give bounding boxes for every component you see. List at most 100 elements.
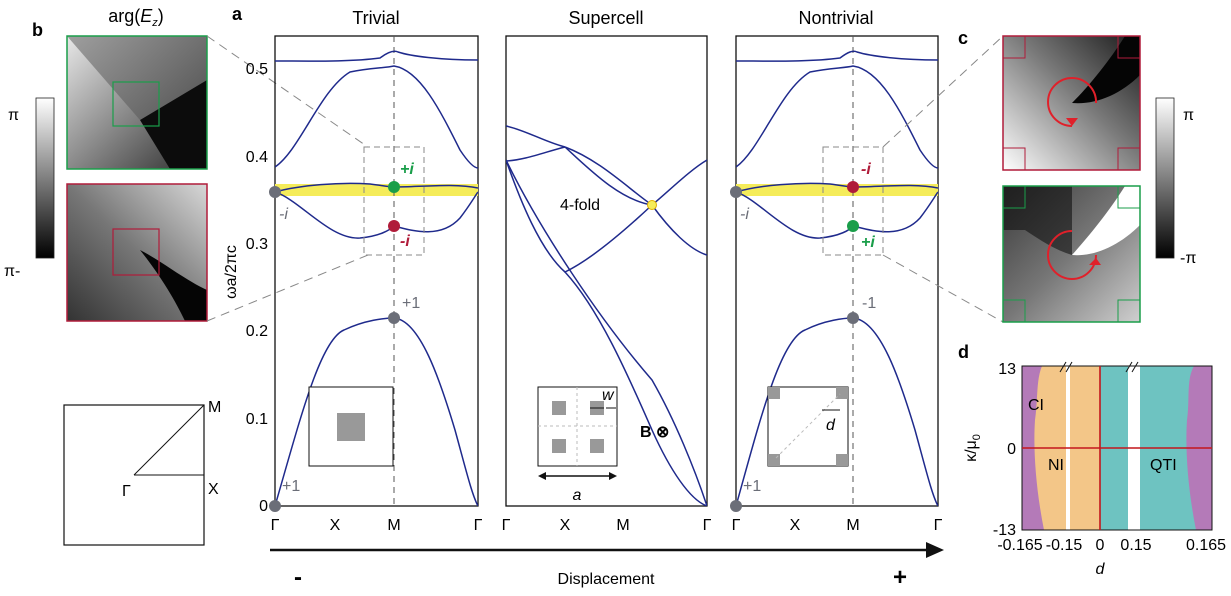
- rod-3: [552, 439, 566, 453]
- panel-d: d CI NI QTI 13 0 -13 κ/μ0 -0.165 -0.15: [958, 342, 1226, 578]
- d-y-tick-0: 0: [1007, 441, 1016, 458]
- red-inner-box: [112, 228, 160, 276]
- green-frame: [1002, 185, 1141, 323]
- y-tick-labels: 0 0.1 0.2 0.3 0.4 0.5: [246, 61, 268, 515]
- bz-x-label: X: [208, 481, 219, 498]
- subplot-nontrivial: -i +i -i -1 +1 d Γ X M Γ: [730, 35, 943, 534]
- x-tick-gamma-s1: Γ: [502, 517, 511, 534]
- displacement-label: Displacement: [558, 571, 655, 588]
- zoom-box-trivial: [363, 146, 425, 256]
- displacement-minus: -: [294, 564, 302, 591]
- mode-dot-red-nontrivial: [847, 181, 859, 193]
- x-tick-m-t: M: [387, 517, 400, 534]
- colorbar-c-top-label: π: [1183, 107, 1194, 124]
- colorbar-b: π π-: [4, 97, 55, 280]
- bz-gamma-label: Γ: [122, 483, 131, 500]
- mode-dot-red-trivial: [388, 220, 400, 232]
- mode-dot-gray-gamma-trivial: [269, 186, 281, 198]
- x-tick-gamma-n1: Γ: [732, 517, 741, 534]
- label-gamma-minus-i-nontrivial: -i: [740, 206, 749, 223]
- displacement-plus: +: [893, 564, 907, 591]
- bandgap-highlight: [275, 184, 478, 196]
- y-tick-0.1: 0.1: [246, 411, 268, 428]
- label-4-fold: 4-fold: [560, 197, 600, 214]
- circulation-arrow: [1047, 230, 1097, 280]
- panel-c: c π -π: [882, 28, 1196, 323]
- mode-dot-gray-origin-nontrivial: [730, 500, 742, 512]
- y-tick-0.3: 0.3: [246, 236, 268, 253]
- panel-b: b arg(Ez) π π- M X: [4, 6, 369, 546]
- region-qti-label: QTI: [1150, 457, 1177, 474]
- mode-dot-gray-gamma-nontrivial: [730, 186, 742, 198]
- rod-1: [552, 401, 566, 415]
- zoom-line-c-lower: [882, 254, 1004, 323]
- d-y-tick-neg13: -13: [993, 522, 1016, 539]
- region-ni-label: NI: [1048, 457, 1064, 474]
- d-y-axis-label: κ/μ0: [963, 434, 983, 462]
- label-plus-i-nontrivial: +i: [861, 234, 875, 251]
- title-supercell: Supercell: [568, 8, 643, 28]
- label-m-minus1-nontrivial: -1: [862, 295, 876, 312]
- fourfold-degeneracy-dot: [647, 200, 657, 210]
- y-tick-0.4: 0.4: [246, 149, 268, 166]
- label-gamma-plus1-trivial: +1: [282, 478, 300, 495]
- x-tick-gamma-n2: Γ: [934, 517, 943, 534]
- d-y-tick-13: 13: [998, 361, 1016, 378]
- x-tick-gamma-t2: Γ: [474, 517, 483, 534]
- panel-letter-d: d: [958, 342, 969, 362]
- label-gamma-minus-i-trivial: -i: [279, 206, 288, 223]
- field-map-trivial-lower: [66, 183, 208, 322]
- mode-dot-green-nontrivial: [847, 220, 859, 232]
- panel-letter-b: b: [32, 20, 43, 40]
- colorbar-c-bottom-label: -π: [1180, 250, 1196, 267]
- green-frame: [66, 35, 208, 170]
- red-frame: [1002, 35, 1141, 171]
- circulation-arrow: [1047, 77, 1098, 127]
- zoom-line-c-upper: [882, 35, 1004, 148]
- panel-letter-c: c: [958, 28, 968, 48]
- x-tick-m-s: M: [616, 517, 629, 534]
- rod-trivial: [337, 413, 365, 441]
- panel-letter-a: a: [232, 4, 243, 24]
- label-a: a: [573, 487, 582, 504]
- green-inner-box: [112, 81, 160, 127]
- displacement-arrow: - Displacement +: [270, 542, 944, 591]
- d-x-tick-2: 0: [1096, 537, 1105, 554]
- colorbar-c: π -π: [1155, 97, 1196, 267]
- label-gamma-plus1-nontrivial: +1: [743, 478, 761, 495]
- label-d: d: [826, 417, 836, 434]
- label-m-plus1-trivial: +1: [402, 295, 420, 312]
- label-w: w: [602, 387, 615, 404]
- title-nontrivial: Nontrivial: [798, 8, 873, 28]
- y-tick-0.5: 0.5: [246, 61, 268, 78]
- mode-dot-gray-m-nontrivial: [847, 312, 859, 324]
- mode-dot-gray-m-trivial: [388, 312, 400, 324]
- red-frame: [66, 183, 208, 322]
- x-tick-x-s: X: [560, 517, 571, 534]
- subplot-trivial: +i -i -i +1 +1 Γ X M Γ: [269, 35, 483, 534]
- colorbar-b-bottom-label: π-: [4, 263, 20, 280]
- phase-diagram: CI NI QTI: [1021, 361, 1213, 531]
- rod-4: [590, 439, 604, 453]
- colorbar-b-top-label: π: [8, 107, 19, 124]
- panel-a: a Trivial Supercell Nontrivial ωa/2πc 0 …: [223, 4, 944, 591]
- label-minus-i-trivial: -i: [400, 233, 410, 250]
- x-tick-m-n: M: [846, 517, 859, 534]
- subplot-supercell: 4-fold w a B ⊗ Γ X M Γ: [502, 35, 712, 534]
- d-x-tick-4: 0.165: [1186, 537, 1226, 554]
- zoom-line-upper: [206, 35, 369, 148]
- d-x-axis-label: d: [1096, 561, 1106, 578]
- d-x-tick-1: -0.15: [1046, 537, 1083, 554]
- label-b-field: B ⊗: [640, 424, 669, 441]
- d-x-tick-3: 0.15: [1120, 537, 1151, 554]
- x-tick-gamma-t1: Γ: [271, 517, 280, 534]
- x-tick-gamma-s2: Γ: [703, 517, 712, 534]
- mode-dot-green-trivial: [388, 181, 400, 193]
- y-axis-label: ωa/2πc: [223, 245, 240, 299]
- field-map-trivial-upper: [66, 35, 208, 170]
- field-map-nontrivial-upper: [1002, 35, 1141, 171]
- region-ci-label: CI: [1028, 397, 1044, 414]
- label-plus-i-trivial: +i: [400, 161, 414, 178]
- bz-m-label: M: [208, 399, 221, 416]
